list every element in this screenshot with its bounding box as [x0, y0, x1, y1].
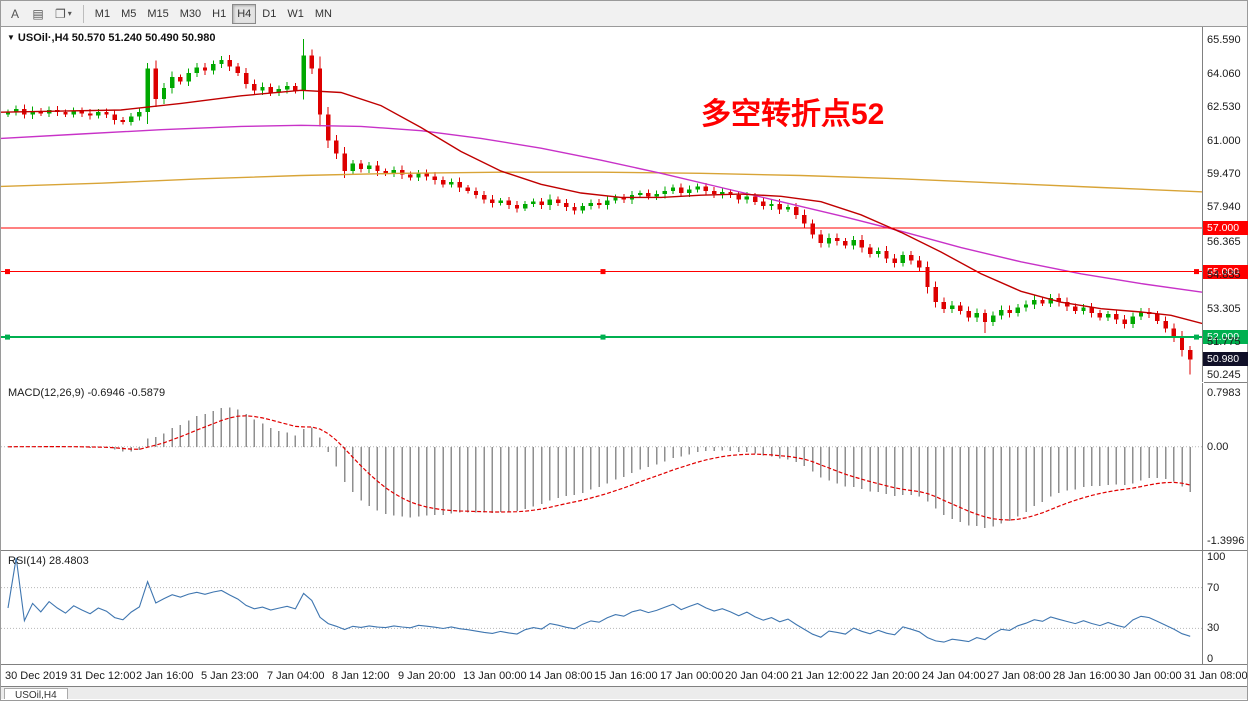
timeframe-m5-button[interactable]: M5 [121, 7, 137, 20]
bottom-tab-bar: USOil,H4 [1, 687, 1247, 699]
time-axis-label: 7 Jan 04:00 [267, 670, 325, 682]
price-axis-label: 54.835 [1207, 269, 1241, 281]
toolbar-separator [82, 4, 84, 23]
layout-templates-button[interactable]: ❐ ▾ [55, 6, 72, 21]
chart-title-collapse-icon[interactable]: ▼ [7, 33, 15, 42]
hline-55-handle[interactable] [1194, 269, 1199, 275]
candlestick-chart-canvas[interactable] [1, 27, 1204, 383]
last-price-tag: 50.980 [1203, 352, 1248, 366]
price-axis[interactable]: 57.000 55.000 52.000 65.590 64.060 62.530 61.0… [1202, 27, 1248, 382]
price-axis-label: 51.775 [1207, 336, 1241, 348]
chart-title-text: USOil·,H4 50.570 51.240 50.490 50.980 [17, 32, 216, 44]
price-axis-label: 62.530 [1207, 101, 1241, 113]
rsi-axis-label: 0 [1207, 653, 1214, 665]
timeframe-h4-button[interactable]: H4 [232, 3, 257, 24]
hline-52-handle[interactable] [5, 334, 10, 340]
time-axis-label: 31 Jan 08:00 [1184, 670, 1248, 682]
timeframe-m1-button[interactable]: M1 [94, 7, 111, 20]
ma-fast-red [1, 89, 1204, 325]
time-axis-label: 17 Jan 00:00 [660, 670, 724, 682]
time-axis-label: 24 Jan 04:00 [922, 670, 986, 682]
price-axis-label: 64.060 [1207, 68, 1241, 80]
time-axis-label: 15 Jan 16:00 [594, 670, 658, 682]
macd-histogram [15, 407, 1191, 528]
price-axis-label: 56.365 [1207, 236, 1241, 248]
hline-55-handle[interactable] [5, 269, 10, 275]
hline-55-handle[interactable] [600, 269, 606, 275]
hline-52-handle[interactable] [1194, 334, 1199, 340]
annotate-tool-button[interactable]: A [10, 6, 19, 21]
ma-slow-orange [1, 171, 1204, 193]
time-axis-label: 21 Jan 12:00 [791, 670, 855, 682]
time-axis-label: 30 Jan 00:00 [1118, 670, 1182, 682]
time-axis-label: 8 Jan 12:00 [332, 670, 390, 682]
rsi-axis-label: 30 [1207, 622, 1220, 634]
main-chart-panel: 57.000 55.000 52.000 65.590 64.060 62.530 61.0… [1, 27, 1248, 383]
timeframe-m15-button[interactable]: M15 [147, 7, 169, 20]
time-axis-label: 2 Jan 16:00 [136, 670, 194, 682]
price-axis-label: 53.305 [1207, 303, 1241, 315]
price-axis-label: 65.590 [1207, 34, 1241, 46]
macd-chart-canvas[interactable] [1, 383, 1204, 551]
rsi-chart-canvas[interactable] [1, 551, 1204, 665]
rsi-title: RSI(14) 28.4803 [8, 555, 89, 567]
time-axis-label: 22 Jan 20:00 [856, 670, 920, 682]
price-axis-label: 59.470 [1207, 168, 1241, 180]
macd-axis-label: -1.3996 [1207, 535, 1245, 547]
macd-axis[interactable]: 0.7983 0.00 -1.3996 [1202, 383, 1247, 550]
rsi-indicator-panel: 100 70 30 0 RSI(14) 28.4803 [1, 551, 1247, 665]
macd-axis-label: 0.00 [1207, 441, 1229, 453]
rsi-axis-label: 100 [1207, 551, 1226, 563]
hline-57-price-tag: 57.000 [1203, 221, 1248, 235]
price-axis-label: 50.245 [1207, 369, 1241, 381]
rsi-axis-label: 70 [1207, 582, 1220, 594]
rsi-line [7, 557, 1191, 643]
time-axis-label: 9 Jan 20:00 [398, 670, 456, 682]
time-axis-label: 30 Dec 2019 [5, 670, 68, 682]
macd-title: MACD(12,26,9) -0.6946 -0.5879 [8, 387, 166, 399]
time-axis-label: 5 Jan 23:00 [201, 670, 259, 682]
macd-signal-line [7, 415, 1191, 521]
text-tool-button[interactable]: ▤ [32, 6, 44, 21]
time-axis[interactable]: 30 Dec 2019 31 Dec 12:00 2 Jan 16:00 5 Jan … [1, 665, 1248, 687]
chart-annotation-text[interactable]: 多空转折点52 [701, 98, 885, 131]
price-axis-label: 61.000 [1207, 135, 1241, 147]
candlestick-series [5, 39, 1193, 375]
dropdown-caret-icon: ▾ [67, 9, 72, 18]
time-axis-label: 13 Jan 00:00 [463, 670, 527, 682]
ma-mid-magenta [1, 124, 1204, 294]
time-axis-label: 27 Jan 08:00 [987, 670, 1051, 682]
time-axis-label: 14 Jan 08:00 [529, 670, 593, 682]
price-axis-label: 57.940 [1207, 201, 1241, 213]
chart-tab[interactable]: USOil,H4 [4, 688, 68, 699]
rsi-axis[interactable]: 100 70 30 0 [1202, 551, 1247, 665]
hline-52-handle[interactable] [600, 334, 606, 340]
chart-title: ▼ USOil·,H4 50.570 51.240 50.490 50.980 [7, 32, 215, 44]
hline-52-price-tag: 52.000 [1203, 330, 1248, 344]
time-axis-label: 20 Jan 04:00 [725, 670, 789, 682]
timeframe-m30-button[interactable]: M30 [179, 7, 202, 20]
time-axis-label: 31 Dec 12:00 [70, 670, 136, 682]
timeframe-group: M1 M5 M15 M30 H1 H4 D1 W1 MN [90, 3, 337, 24]
timeframe-h1-button[interactable]: H1 [212, 7, 227, 20]
macd-axis-label: 0.7983 [1207, 387, 1241, 399]
timeframe-d1-button[interactable]: D1 [262, 7, 277, 20]
top-toolbar: A ▤ ❐ ▾ M1 M5 M15 M30 H1 H4 D1 W1 MN [1, 1, 1247, 27]
timeframe-w1-button[interactable]: W1 [287, 7, 304, 20]
hline-55-price-tag: 55.000 [1203, 265, 1248, 279]
timeframe-mn-button[interactable]: MN [314, 7, 332, 20]
time-axis-label: 28 Jan 16:00 [1053, 670, 1117, 682]
macd-indicator-panel: 0.7983 0.00 -1.3996 MACD(12,26,9) -0.6946 … [1, 383, 1247, 551]
tool-button-group: A ▤ ❐ ▾ [4, 4, 77, 24]
